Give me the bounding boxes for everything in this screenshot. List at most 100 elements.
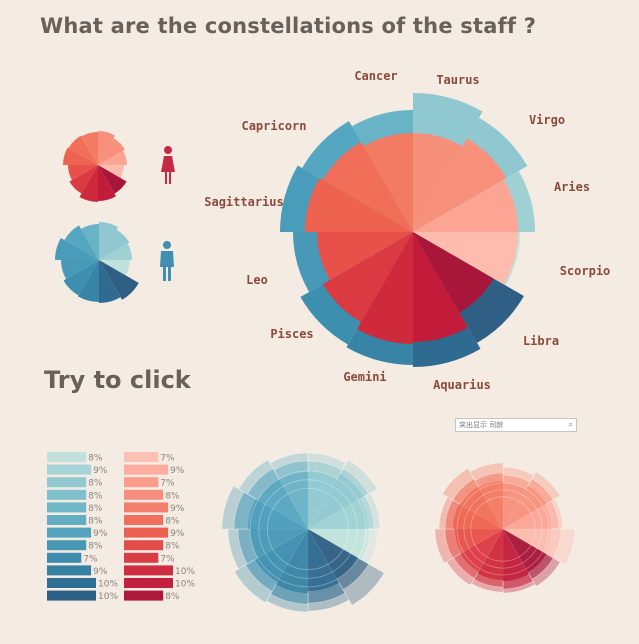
male-bar-2[interactable] xyxy=(47,464,92,475)
bottom-female-inner-segment-cancer[interactable] xyxy=(503,483,526,529)
bottom-female-inner-segment-aries[interactable] xyxy=(503,529,552,553)
small-female-segment-aquarius[interactable] xyxy=(79,165,99,202)
male-bar-label-6: 8% xyxy=(88,517,103,527)
small-female-segment-capricorn[interactable] xyxy=(81,131,99,165)
male-bar-12[interactable] xyxy=(47,590,96,601)
male-bar-4[interactable] xyxy=(47,489,87,500)
male-bar-9[interactable] xyxy=(47,552,82,563)
bottom-female-inner-segment-virgo[interactable] xyxy=(503,505,552,529)
male-bar-7[interactable] xyxy=(47,527,92,538)
search-input[interactable]: 突出显示 司龄 ⌕ xyxy=(455,418,577,432)
female-bar-6[interactable] xyxy=(124,515,164,525)
bottom-female-inner-segment-capricorn[interactable] xyxy=(479,480,503,529)
small-female-segment-taurus[interactable] xyxy=(98,138,125,165)
small-male-segment-libra[interactable] xyxy=(99,260,121,303)
small-female-segment-leo[interactable] xyxy=(63,147,98,166)
main-radial-chart[interactable] xyxy=(280,92,536,367)
male-bar-3[interactable] xyxy=(47,477,87,488)
female-segment-taurus[interactable] xyxy=(413,138,507,233)
female-segment-virgo[interactable] xyxy=(413,179,518,233)
small-female-segment-gemini[interactable] xyxy=(69,165,98,194)
small-female-segment-virgo[interactable] xyxy=(98,150,127,166)
small-male-segment-taurus[interactable] xyxy=(99,229,130,260)
female-segment-scorpio[interactable] xyxy=(413,232,494,313)
female-bar-11[interactable] xyxy=(124,578,173,588)
small-male-segment-sagittarius[interactable] xyxy=(64,225,99,260)
bottom-female-inner-segment-libra[interactable] xyxy=(503,529,529,581)
small-male-segment-aquarius[interactable] xyxy=(78,260,99,303)
sign-label-capricorn: Capricorn xyxy=(241,119,306,133)
small-female-segment-aries[interactable] xyxy=(98,165,124,178)
female-segment-libra[interactable] xyxy=(413,232,468,342)
bottom-male-inner-segment-scorpio[interactable] xyxy=(308,529,359,580)
bottom-male-inner-segment-virgo[interactable] xyxy=(308,499,369,529)
bottom-male-inner-segment-leo[interactable] xyxy=(247,499,308,529)
bottom-male-inner-segment-cancer[interactable] xyxy=(308,471,337,529)
small-female-segment-pisces[interactable] xyxy=(67,165,98,180)
bottom-male-radial-chart[interactable] xyxy=(221,452,385,613)
small-female-radial-chart[interactable] xyxy=(63,131,127,202)
female-bar-4[interactable] xyxy=(124,489,164,500)
male-bar-11[interactable] xyxy=(47,578,96,588)
small-female-segment-libra[interactable] xyxy=(98,165,116,202)
bottom-male-inner-segment-capricorn[interactable] xyxy=(279,471,309,529)
female-bar-list[interactable]: 7%9%7%8%9%8%9%8%7%10%10%8% xyxy=(124,452,195,602)
main-female-wedges[interactable] xyxy=(305,133,518,344)
male-bar-1[interactable] xyxy=(47,452,87,462)
female-bar-9[interactable] xyxy=(124,552,159,563)
small-male-segment-aries[interactable] xyxy=(99,260,130,276)
bottom-female-inner-segment-pisces[interactable] xyxy=(454,529,503,553)
bottom-male-inner-segment-libra[interactable] xyxy=(308,529,339,591)
female-bar-7[interactable] xyxy=(124,527,169,538)
male-bar-10[interactable] xyxy=(47,565,92,576)
female-bar-label-2: 9% xyxy=(170,466,185,476)
female-bar-label-3: 7% xyxy=(160,479,175,489)
male-bar-5[interactable] xyxy=(47,502,87,513)
female-bar-1[interactable] xyxy=(124,452,159,462)
bottom-female-radial-chart[interactable] xyxy=(434,462,576,594)
small-male-segment-gemini[interactable] xyxy=(63,260,100,296)
bottom-female-inner-segment-sagittarius[interactable] xyxy=(460,486,503,529)
female-segment-gemini[interactable] xyxy=(322,232,413,323)
bottom-male-inner-segment-gemini[interactable] xyxy=(255,529,308,582)
small-male-segment-cancer[interactable] xyxy=(99,222,118,260)
male-bar-label-3: 8% xyxy=(88,479,103,489)
bottom-female-inner-segment-aquarius[interactable] xyxy=(477,529,504,580)
sign-label-scorpio: Scorpio xyxy=(560,264,611,278)
female-segment-leo[interactable] xyxy=(305,178,413,232)
female-bar-8[interactable] xyxy=(124,540,164,551)
female-bar-3[interactable] xyxy=(124,477,159,488)
small-female-segment-sagittarius[interactable] xyxy=(68,135,98,165)
small-male-segment-leo[interactable] xyxy=(55,238,99,260)
male-bar-8[interactable] xyxy=(47,540,87,551)
female-bar-12[interactable] xyxy=(124,590,164,601)
small-female-segment-scorpio[interactable] xyxy=(98,165,127,194)
female-segment-cancer[interactable] xyxy=(413,133,463,232)
bottom-male-inner-segment-aquarius[interactable] xyxy=(276,529,308,593)
female-bar-10[interactable] xyxy=(124,565,173,576)
small-male-segment-pisces[interactable] xyxy=(61,260,99,279)
female-bar-5[interactable] xyxy=(124,502,169,513)
small-male-segment-capricorn[interactable] xyxy=(81,223,99,260)
small-male-segment-scorpio[interactable] xyxy=(99,260,139,300)
female-segment-sagittarius[interactable] xyxy=(322,141,413,232)
bottom-female-inner-segment-taurus[interactable] xyxy=(503,485,547,529)
bottom-male-inner-segment-aries[interactable] xyxy=(308,529,366,558)
bottom-male-inner-segment-sagittarius[interactable] xyxy=(257,478,308,529)
bottom-male-inner-segment-taurus[interactable] xyxy=(308,473,364,529)
bottom-female-inner-segment-gemini[interactable] xyxy=(460,529,503,572)
small-male-radial-chart[interactable] xyxy=(55,222,139,303)
small-male-segment-virgo[interactable] xyxy=(99,243,133,261)
female-bar-2[interactable] xyxy=(124,464,169,475)
male-bar-label-12: 10% xyxy=(98,592,118,602)
male-bar-6[interactable] xyxy=(47,515,87,525)
female-segment-pisces[interactable] xyxy=(317,232,413,280)
female-segment-aquarius[interactable] xyxy=(357,232,413,344)
male-bar-list[interactable]: 8% 9% 8% 8% 8% 8% 9% 8% 7% 9% 10% 10% xyxy=(47,452,118,602)
female-segment-aries[interactable] xyxy=(413,232,518,285)
bottom-female-inner-segment-scorpio[interactable] xyxy=(503,529,547,573)
small-female-segment-cancer[interactable] xyxy=(98,131,115,165)
bottom-female-inner-segment-leo[interactable] xyxy=(453,504,503,529)
bottom-male-inner-segment-pisces[interactable] xyxy=(250,529,308,558)
female-segment-capricorn[interactable] xyxy=(363,133,414,232)
